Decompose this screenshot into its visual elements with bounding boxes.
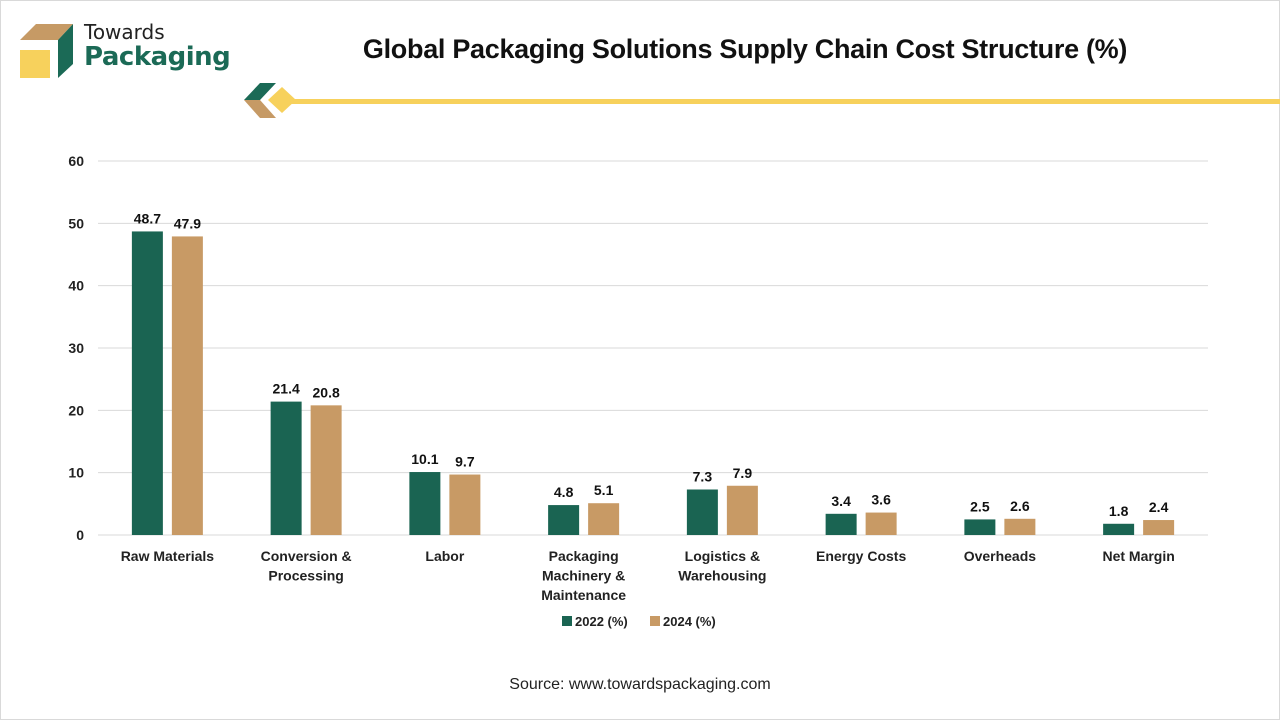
brand-line1: Towards [84, 20, 165, 44]
x-tick-label: Overheads [964, 548, 1037, 564]
data-label: 4.8 [554, 484, 574, 500]
data-label: 5.1 [594, 482, 614, 498]
data-label: 20.8 [313, 384, 340, 400]
y-tick-label: 40 [68, 278, 84, 294]
box-logo-icon [20, 24, 73, 78]
bar-2022 [270, 401, 302, 535]
source-note: Source: www.towardspackaging.com [509, 676, 771, 693]
data-label: 10.1 [411, 451, 438, 467]
x-tick-label: Energy Costs [816, 548, 906, 564]
y-tick-label: 60 [68, 153, 84, 169]
data-label: 7.3 [693, 468, 713, 484]
data-label: 1.8 [1109, 503, 1129, 519]
data-label: 7.9 [733, 465, 753, 481]
x-tick-label: Logistics & Warehousing [678, 548, 766, 584]
bar-2024 [449, 474, 481, 535]
y-tick-label: 50 [68, 215, 84, 231]
x-tick-label: Labor [425, 548, 464, 564]
y-tick-label: 30 [68, 340, 84, 356]
bar-2024 [1143, 520, 1175, 535]
arrow-decoration-icon [244, 83, 296, 118]
data-label: 9.7 [455, 454, 475, 470]
header-stripe [290, 99, 1280, 104]
bar-2022 [686, 489, 718, 535]
bar-2024 [588, 503, 620, 535]
bar-2024 [1004, 518, 1036, 535]
legend-label: 2022 (%) [575, 614, 628, 629]
y-tick-label: 10 [68, 465, 84, 481]
legend-swatch-2024 [650, 616, 660, 626]
bar-2022 [131, 231, 163, 536]
legend-label: 2024 (%) [663, 614, 716, 629]
y-tick-label: 0 [76, 527, 84, 543]
data-label: 21.4 [273, 381, 300, 397]
brand-line2: Packaging [84, 42, 231, 72]
data-label: 2.5 [970, 498, 990, 514]
bar-2022 [409, 472, 441, 535]
chart-title: Global Packaging Solutions Supply Chain … [362, 34, 1128, 64]
bar-2022 [964, 519, 996, 535]
y-tick-label: 20 [68, 402, 84, 418]
bar-2022 [1103, 523, 1135, 535]
bar-2024 [310, 405, 342, 535]
bar-2024 [171, 236, 203, 535]
data-label: 2.4 [1149, 499, 1169, 515]
bar-2024 [726, 485, 758, 535]
x-tick-label: Raw Materials [121, 548, 215, 564]
x-tick-label: Packaging Machinery & Maintenance [541, 548, 626, 603]
x-tick-label: Net Margin [1102, 548, 1174, 564]
data-label: 2.6 [1010, 498, 1030, 514]
data-label: 3.6 [871, 492, 891, 508]
bar-2024 [865, 512, 897, 535]
bar-2022 [825, 513, 857, 535]
x-tick-label: Conversion & Processing [261, 548, 352, 584]
brand-logo: Towards Packaging [18, 20, 238, 82]
data-label: 48.7 [134, 210, 161, 226]
bar-2022 [548, 505, 580, 535]
data-label: 3.4 [831, 493, 851, 509]
legend-swatch-2022 [562, 616, 572, 626]
data-label: 47.9 [174, 215, 201, 231]
